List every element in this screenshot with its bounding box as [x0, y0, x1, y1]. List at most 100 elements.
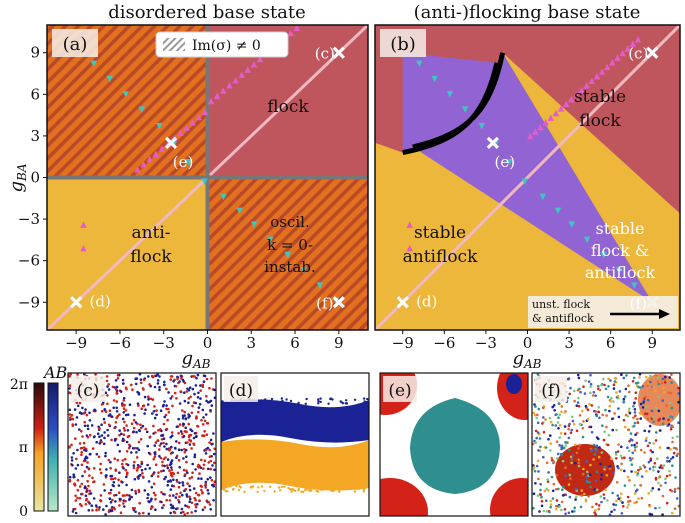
cyan-marker	[431, 75, 438, 83]
particle	[204, 486, 208, 489]
particle	[105, 375, 109, 378]
particle	[194, 435, 198, 439]
particle	[539, 488, 542, 492]
snapshot-e-letter-box	[383, 376, 417, 402]
particle	[594, 508, 597, 512]
particle	[196, 493, 200, 497]
particle	[590, 404, 594, 407]
particle	[649, 457, 653, 461]
particle	[628, 407, 631, 411]
particle	[623, 469, 626, 473]
particle	[125, 424, 128, 427]
particle	[567, 436, 571, 440]
magenta-marker	[598, 68, 606, 75]
particle	[132, 418, 136, 422]
legend-label: Im(σ) ≠ 0	[192, 38, 261, 54]
particle	[353, 487, 356, 490]
particle	[532, 506, 535, 510]
particle	[535, 416, 538, 420]
particle	[639, 417, 642, 420]
particle	[590, 448, 594, 452]
particle	[114, 477, 117, 480]
particle	[87, 509, 91, 512]
panel-b-diagonal-line	[375, 25, 680, 330]
particle	[297, 401, 300, 405]
particle	[673, 416, 676, 419]
particle	[175, 397, 178, 400]
particle	[160, 500, 163, 504]
particle	[170, 474, 174, 478]
particle	[107, 510, 111, 513]
particle	[622, 397, 626, 401]
particle	[162, 504, 165, 507]
particle	[182, 468, 186, 472]
particle	[98, 435, 101, 439]
particle	[648, 505, 651, 508]
state-marker-c-icon	[332, 46, 345, 59]
particle	[170, 484, 174, 488]
particle	[208, 448, 211, 452]
cyan-marker	[461, 106, 469, 113]
particle	[330, 489, 333, 492]
particle	[641, 406, 645, 409]
particle	[201, 408, 205, 412]
particle	[571, 419, 575, 423]
particle	[659, 429, 662, 432]
x-tick-label: −3	[153, 334, 175, 352]
particle	[168, 469, 171, 473]
particle	[146, 493, 150, 496]
particle	[161, 506, 164, 510]
particle	[585, 470, 589, 474]
particle	[294, 489, 297, 493]
particle	[643, 397, 646, 401]
particle	[95, 440, 98, 444]
snapshot-d-letter-box	[224, 376, 258, 402]
particle	[670, 406, 674, 410]
particle	[651, 450, 654, 454]
particle	[551, 405, 554, 409]
particle	[633, 449, 637, 452]
particle	[554, 488, 558, 491]
region-label-flock: flock	[267, 97, 309, 117]
particle	[116, 373, 120, 377]
particle	[534, 405, 537, 408]
particle	[180, 432, 184, 436]
magenta-marker	[213, 92, 221, 99]
particle	[283, 485, 286, 488]
region-label-oscil-1: oscil.	[270, 213, 310, 231]
particle	[197, 391, 200, 395]
particle	[583, 392, 587, 395]
particle	[639, 467, 642, 471]
particle	[657, 395, 660, 399]
particle	[656, 380, 660, 383]
particle	[187, 505, 190, 509]
particle	[173, 511, 177, 514]
particle	[539, 445, 542, 449]
particle	[317, 402, 320, 405]
particle	[604, 387, 608, 391]
particle	[83, 470, 87, 473]
particle	[257, 486, 260, 489]
particle	[193, 453, 197, 457]
panel-a-x-ticks: −9 −6 −3 0 3 6 9	[65, 330, 344, 352]
particle	[540, 504, 544, 508]
colorbar: AB 2π π 0	[10, 363, 68, 520]
particle	[592, 443, 596, 447]
particle	[607, 377, 610, 381]
particle	[114, 468, 118, 472]
particle	[568, 422, 571, 426]
particle	[112, 406, 115, 410]
particle	[636, 381, 640, 385]
particle	[616, 450, 620, 453]
particle	[200, 477, 203, 481]
particle	[127, 434, 131, 438]
particle	[638, 386, 642, 389]
particle	[304, 487, 307, 490]
particle	[121, 462, 124, 466]
cyan-marker	[284, 251, 291, 259]
particle	[71, 510, 75, 513]
snapshot-e-frame	[379, 372, 529, 517]
particle	[537, 477, 540, 481]
particle	[632, 424, 636, 428]
particle	[81, 435, 84, 438]
